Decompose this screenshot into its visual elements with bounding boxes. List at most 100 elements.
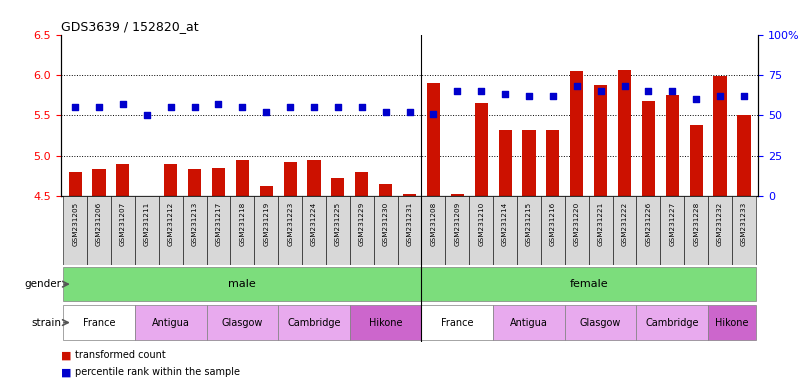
Bar [63,267,422,301]
Bar [255,196,278,265]
Text: GSM231208: GSM231208 [431,201,436,246]
Point [689,96,702,102]
Text: GSM231224: GSM231224 [311,201,317,246]
Text: male: male [229,279,256,289]
Bar [278,305,350,340]
Bar [164,164,178,196]
Bar [307,160,320,196]
Bar [737,115,750,196]
Text: GSM231221: GSM231221 [598,201,603,246]
Text: GSM231211: GSM231211 [144,201,150,246]
Point [474,88,487,94]
Bar [422,305,493,340]
Bar [732,196,756,265]
Text: GSM231222: GSM231222 [621,201,628,246]
Bar [547,130,560,196]
Text: GSM231231: GSM231231 [406,201,413,246]
Bar [642,101,655,196]
Text: percentile rank within the sample: percentile rank within the sample [75,367,240,377]
Point [666,88,679,94]
Point [714,93,727,99]
Bar [618,70,631,196]
Text: France: France [83,318,115,328]
Bar [284,162,297,196]
Bar [260,186,272,196]
Text: GSM231213: GSM231213 [191,201,198,246]
Bar [612,196,637,265]
Text: Cambridge: Cambridge [287,318,341,328]
Bar [451,194,464,196]
Bar [684,196,708,265]
Bar [689,125,703,196]
Text: GSM231233: GSM231233 [741,201,747,246]
Text: GSM231214: GSM231214 [502,201,508,246]
Bar [63,305,135,340]
Point [499,91,512,97]
Text: GSM231225: GSM231225 [335,201,341,246]
Bar [332,178,345,196]
Bar [188,169,201,196]
Point [92,104,105,110]
Point [140,112,153,118]
Bar [230,196,255,265]
Bar [135,305,207,340]
Text: Glasgow: Glasgow [221,318,263,328]
Bar [212,168,225,196]
Text: France: France [441,318,474,328]
Text: Hikone: Hikone [369,318,402,328]
Text: GSM231227: GSM231227 [669,201,676,246]
Bar [403,194,416,196]
Text: GSM231232: GSM231232 [717,201,723,246]
Text: GSM231229: GSM231229 [358,201,365,246]
Bar [379,184,393,196]
Text: GSM231212: GSM231212 [168,201,174,246]
Point [69,104,82,110]
Text: transformed count: transformed count [75,350,166,360]
Bar [570,71,583,196]
Point [570,83,583,89]
Bar [708,305,756,340]
Point [618,83,631,89]
Bar [564,196,589,265]
Bar [594,84,607,196]
Text: GSM231217: GSM231217 [216,201,221,246]
Bar [207,196,230,265]
Point [403,109,416,115]
Bar [589,196,612,265]
Bar [92,169,105,196]
Bar [493,196,517,265]
Text: GSM231226: GSM231226 [646,201,651,246]
Bar [182,196,207,265]
Bar [422,267,756,301]
Bar [374,196,397,265]
Bar [660,196,684,265]
Bar [350,196,374,265]
Point [642,88,655,94]
Bar [522,130,535,196]
Bar [427,83,440,196]
Bar [666,95,679,196]
Bar [350,305,422,340]
Bar [474,103,487,196]
Text: female: female [569,279,608,289]
Text: GSM231207: GSM231207 [120,201,126,246]
Point [236,104,249,110]
Bar [326,196,350,265]
Point [427,111,440,117]
Bar [278,196,302,265]
Text: GSM231218: GSM231218 [239,201,246,246]
Bar [63,196,87,265]
Point [594,88,607,94]
Bar [236,160,249,196]
Bar [517,196,541,265]
Text: Glasgow: Glasgow [580,318,621,328]
Text: GDS3639 / 152820_at: GDS3639 / 152820_at [61,20,199,33]
Point [380,109,393,115]
Point [188,104,201,110]
Text: GSM231216: GSM231216 [550,201,556,246]
Bar [302,196,326,265]
Text: Hikone: Hikone [715,318,749,328]
Bar [541,196,564,265]
Bar [493,305,564,340]
Bar [637,305,708,340]
